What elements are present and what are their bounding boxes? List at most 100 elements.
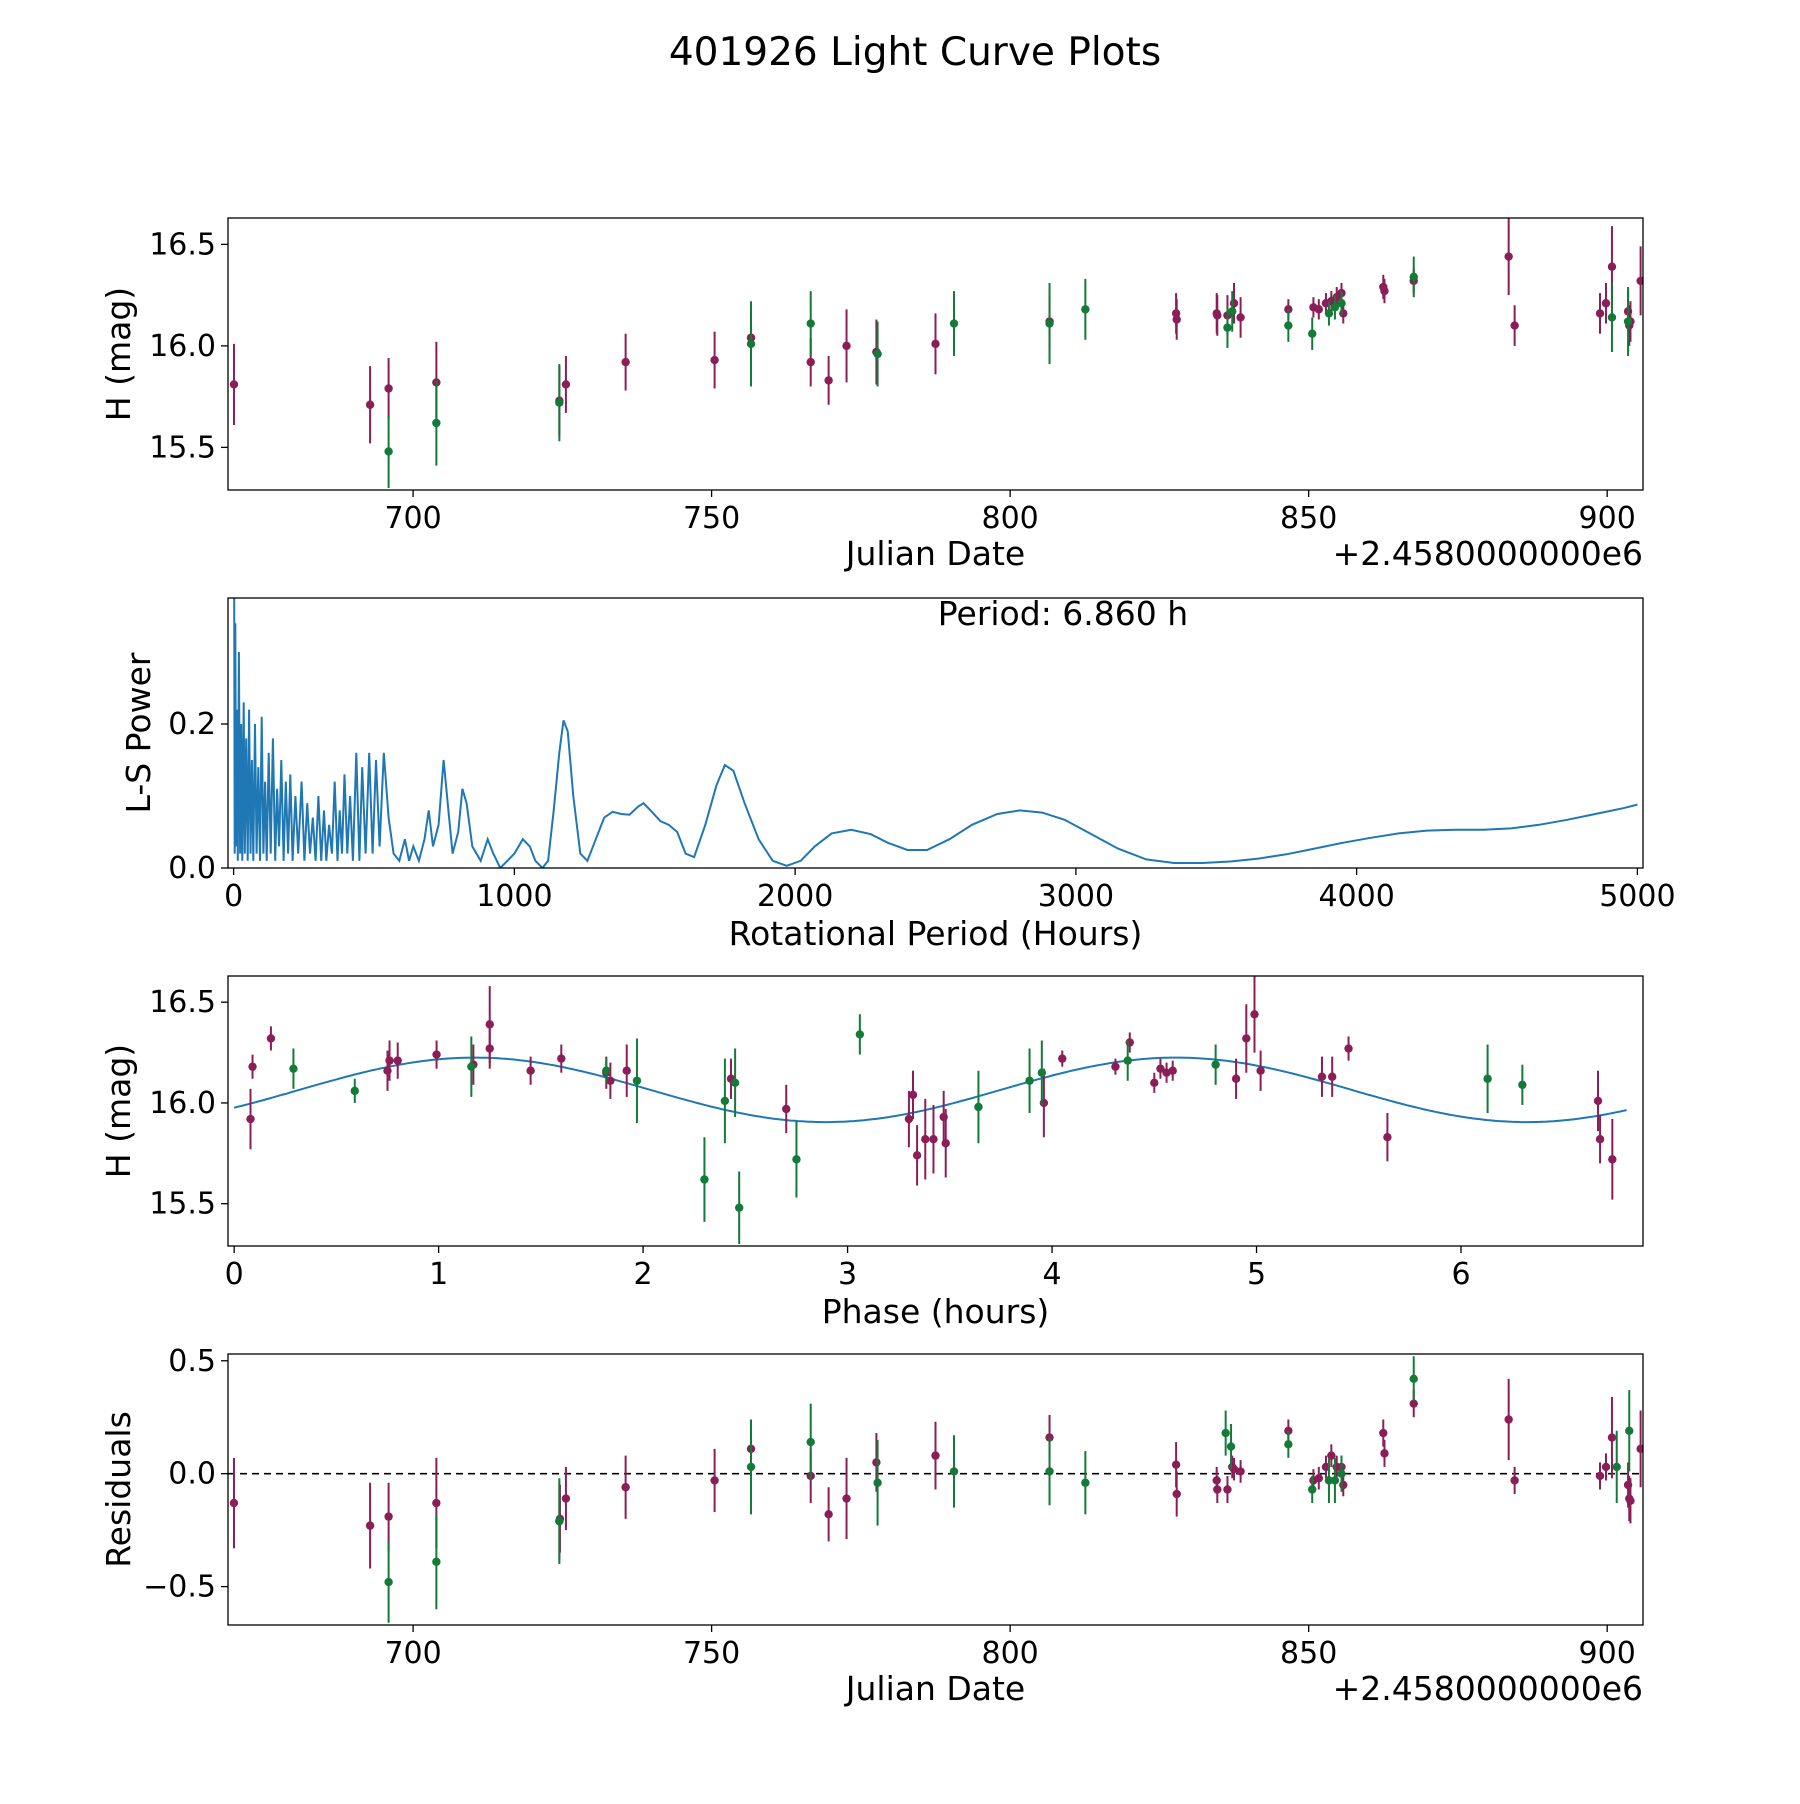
x-tick-label: 900 xyxy=(1579,1636,1636,1671)
data-point xyxy=(1595,309,1605,318)
ls-power-line xyxy=(233,598,1638,868)
data-point xyxy=(974,1102,983,1112)
data-point xyxy=(746,1462,756,1472)
data-point xyxy=(1308,1485,1317,1494)
x-offset-text: +2.4580000000e6 xyxy=(1333,1669,1643,1708)
data-point xyxy=(904,1114,914,1124)
data-point xyxy=(1383,1132,1392,1142)
series-filter_b xyxy=(384,1356,1634,1623)
data-point xyxy=(555,398,564,407)
data-point xyxy=(229,1498,239,1508)
data-point xyxy=(710,1476,719,1485)
data-point xyxy=(873,1478,882,1487)
data-point xyxy=(806,1437,815,1447)
data-point xyxy=(824,1510,833,1519)
data-point xyxy=(1510,1476,1519,1485)
data-point xyxy=(908,1090,918,1100)
data-point xyxy=(1211,1060,1220,1069)
data-point xyxy=(1409,1374,1418,1384)
data-point xyxy=(842,341,851,351)
data-point xyxy=(384,1577,393,1587)
data-point xyxy=(1409,1399,1418,1408)
data-point xyxy=(1380,1449,1389,1458)
data-point xyxy=(248,1062,257,1071)
data-point xyxy=(1213,1485,1222,1494)
data-point xyxy=(1607,262,1617,271)
x-tick-label: 800 xyxy=(981,501,1038,536)
data-point xyxy=(872,1458,881,1467)
x-tick-label: 800 xyxy=(981,1636,1038,1671)
x-tick-label: 850 xyxy=(1280,1636,1337,1671)
x-axis-label: Julian Date xyxy=(844,534,1026,573)
data-point xyxy=(1518,1080,1527,1090)
x-tick-label: 0 xyxy=(225,1257,244,1292)
data-point xyxy=(432,1557,441,1566)
y-axis-label: H (mag) xyxy=(99,1044,138,1178)
data-point xyxy=(1037,1068,1047,1077)
data-point xyxy=(912,1151,922,1160)
data-point xyxy=(1380,286,1389,296)
residuals-panel: 700 750 800 850 900 −0.5 0.0 0.5 Julian Date Resi… xyxy=(99,1344,1644,1708)
data-point xyxy=(1284,1440,1293,1449)
data-point xyxy=(1612,1462,1621,1472)
data-point xyxy=(1172,315,1181,324)
y-tick-label: 0.2 xyxy=(168,707,216,742)
data-point xyxy=(734,1203,744,1212)
x-tick-label: 1000 xyxy=(476,879,552,914)
axes-frame xyxy=(227,597,1644,869)
x-axis-label: Phase (hours) xyxy=(822,1292,1050,1331)
data-point xyxy=(941,1139,950,1148)
data-layer xyxy=(229,1356,1643,1623)
data-point xyxy=(1171,1460,1181,1469)
data-point xyxy=(1625,1426,1634,1435)
x-offset-text: +2.4580000000e6 xyxy=(1333,534,1643,573)
data-point xyxy=(485,1044,494,1053)
data-point xyxy=(1409,272,1418,282)
data-point xyxy=(350,1086,359,1096)
data-point xyxy=(229,380,239,389)
x-tick-label: 6 xyxy=(1451,1257,1470,1292)
data-point xyxy=(1344,1044,1353,1053)
data-point xyxy=(1242,1034,1251,1043)
data-point xyxy=(1081,1478,1090,1487)
data-point xyxy=(1236,313,1245,322)
data-point xyxy=(432,418,441,428)
data-point xyxy=(1593,1096,1603,1106)
x-tick-label: 4000 xyxy=(1318,879,1394,914)
data-point xyxy=(1228,307,1237,316)
y-tick-label: 0.5 xyxy=(168,1344,216,1379)
data-layer xyxy=(229,218,1643,488)
x-tick-label: 750 xyxy=(683,1636,740,1671)
data-point xyxy=(602,1066,611,1075)
data-point xyxy=(931,339,940,349)
data-point xyxy=(1256,1066,1265,1075)
data-point xyxy=(824,376,833,385)
data-point xyxy=(931,1451,940,1460)
axes-frame xyxy=(227,217,1644,491)
data-point xyxy=(393,1056,402,1065)
data-point xyxy=(561,1494,571,1503)
x-tick-label: 3000 xyxy=(1038,879,1114,914)
data-point xyxy=(1025,1076,1034,1085)
data-point xyxy=(632,1076,642,1085)
y-tick-label: 0.0 xyxy=(168,851,216,886)
data-point xyxy=(1636,1444,1643,1454)
data-point xyxy=(1379,1428,1388,1438)
lightcurve-panel: 700 750 800 850 900 15.5 16.0 16.5 Julian Date H … xyxy=(99,217,1644,573)
period-annotation: Period: 6.860 h xyxy=(938,594,1188,633)
data-point xyxy=(1213,311,1222,320)
data-point xyxy=(746,339,756,349)
data-point xyxy=(289,1064,298,1073)
x-tick-label: 2000 xyxy=(757,879,833,914)
x-tick-label: 5 xyxy=(1247,1257,1266,1292)
data-point xyxy=(1608,1155,1617,1164)
data-point xyxy=(1601,299,1611,308)
data-point xyxy=(1324,309,1334,318)
data-point xyxy=(949,319,959,328)
data-point xyxy=(730,1078,740,1087)
data-point xyxy=(1623,317,1633,326)
data-point xyxy=(921,1135,930,1144)
series-filter_a xyxy=(229,218,1643,444)
data-point xyxy=(1045,1467,1054,1476)
